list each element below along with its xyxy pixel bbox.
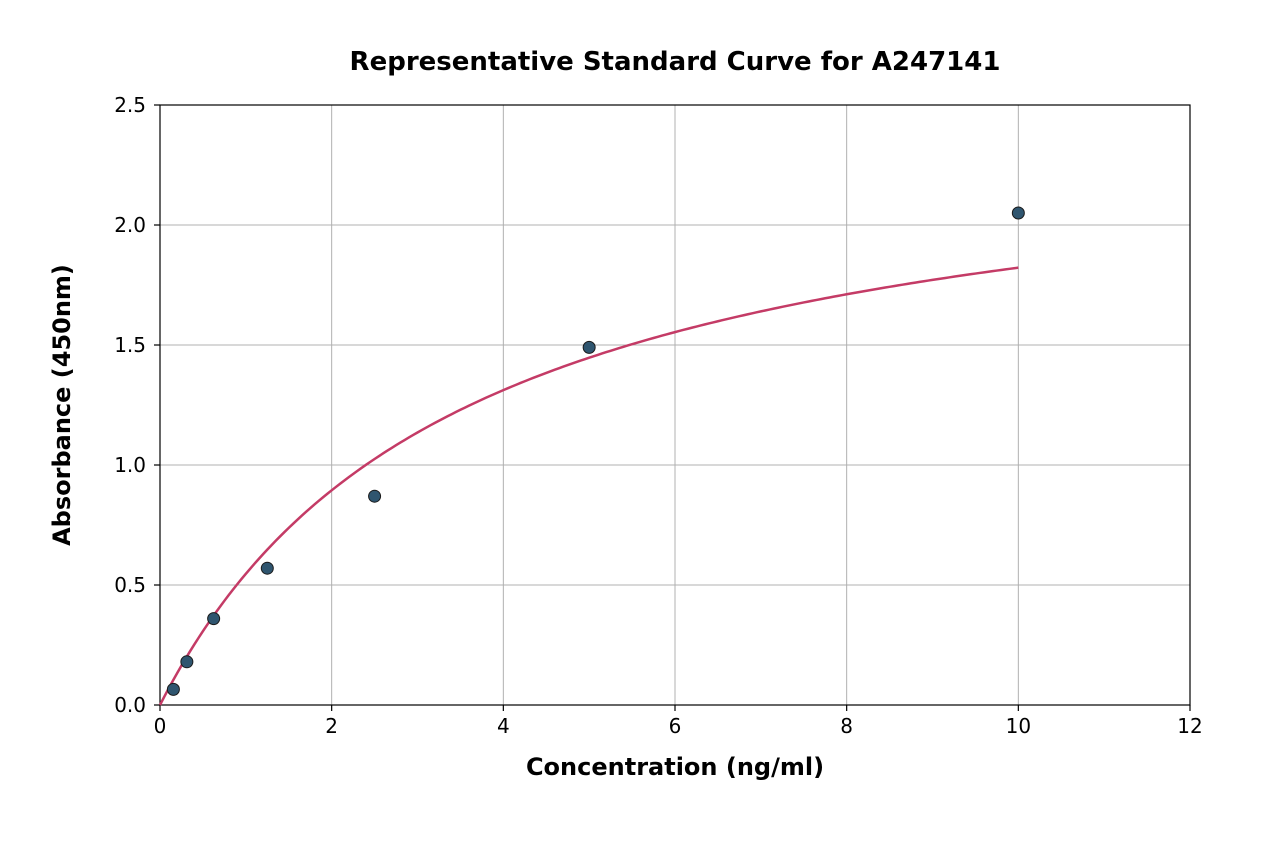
data-point [583,341,595,353]
chart-title: Representative Standard Curve for A24714… [350,47,1001,77]
y-tick-label: 1.0 [114,453,146,477]
fitted-curve [160,268,1018,705]
y-tick-label: 2.5 [114,93,146,117]
data-point [167,683,179,695]
x-tick-label: 6 [669,714,682,738]
y-tick-label: 0.5 [114,573,146,597]
x-tick-label: 8 [840,714,853,738]
x-tick-label: 0 [154,714,167,738]
data-point [1012,207,1024,219]
data-point [181,656,193,668]
y-tick-label: 0.0 [114,693,146,717]
grid-lines [160,105,1190,705]
data-point [208,613,220,625]
y-ticks: 0.0 0.5 1.0 1.5 2.0 2.5 [114,93,160,717]
data-point [261,562,273,574]
x-axis-label: Concentration (ng/ml) [526,753,824,781]
x-tick-label: 12 [1177,714,1202,738]
x-tick-label: 2 [325,714,338,738]
y-tick-label: 1.5 [114,333,146,357]
y-tick-label: 2.0 [114,213,146,237]
x-ticks: 0 2 4 6 8 10 12 [154,705,1203,738]
scatter-points [167,207,1024,695]
y-axis-label: Absorbance (450nm) [48,264,76,546]
x-tick-label: 4 [497,714,510,738]
data-point [369,490,381,502]
chart-svg: 0 2 4 6 8 10 12 0.0 0.5 1.0 1.5 2.0 2.5 Representat… [0,0,1280,845]
x-tick-label: 10 [1006,714,1031,738]
chart-container: 0 2 4 6 8 10 12 0.0 0.5 1.0 1.5 2.0 2.5 Representat… [0,0,1280,845]
